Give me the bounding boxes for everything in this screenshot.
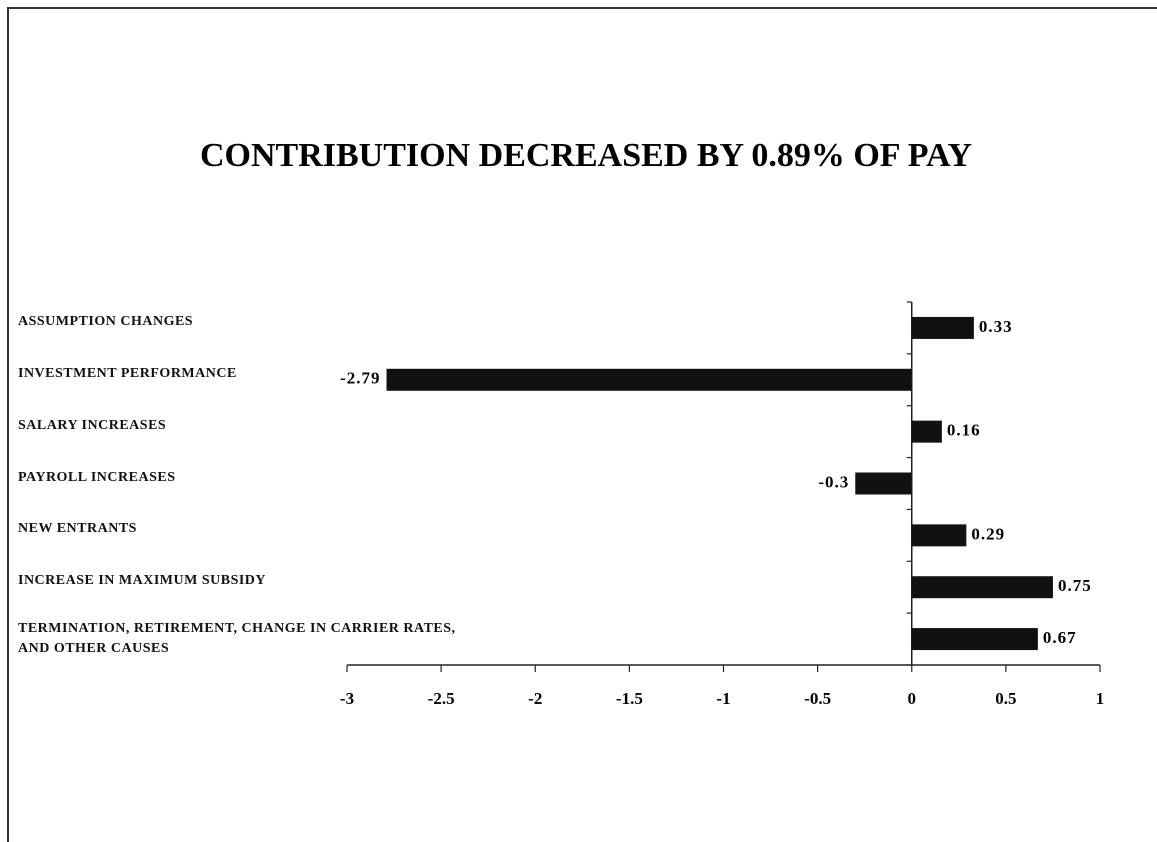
value-label: -0.3 [818,472,849,491]
x-tick-label: -2.5 [428,689,455,708]
x-tick-label: 1 [1096,689,1105,708]
x-tick-label: -0.5 [804,689,831,708]
value-label: 0.16 [947,421,981,440]
value-label: 0.29 [971,524,1005,543]
x-tick-label: -1.5 [616,689,643,708]
x-tick-label: -2 [528,689,542,708]
y-tick-label: NEW ENTRANTS [18,521,137,537]
value-label: 0.33 [979,317,1013,336]
value-label: 0.75 [1058,576,1092,595]
y-tick-label: PAYROLL INCREASES [18,469,176,485]
frame [7,7,1157,842]
bar [855,472,912,495]
x-tick-label: 0.5 [995,689,1016,708]
bar [911,420,942,443]
bar [386,368,912,391]
x-tick-label: -1 [716,689,730,708]
y-tick-label: TERMINATION, RETIREMENT, CHANGE IN CARRI… [18,621,456,657]
value-label: 0.67 [1043,628,1077,647]
y-tick-label: INVESTMENT PERFORMANCE [18,365,237,381]
value-label: -2.79 [340,369,380,388]
x-tick-label: -3 [340,689,354,708]
x-tick-label: 0 [908,689,917,708]
chart-title: CONTRIBUTION DECREASED BY 0.89% OF PAY [200,137,972,174]
y-tick-label: SALARY INCREASES [18,417,167,433]
bar [911,524,967,547]
y-tick-label: ASSUMPTION CHANGES [18,313,194,329]
bar [911,576,1053,599]
y-tick-label: INCREASE IN MAXIMUM SUBSIDY [18,573,267,589]
bar [911,628,1038,651]
bar [911,316,974,339]
